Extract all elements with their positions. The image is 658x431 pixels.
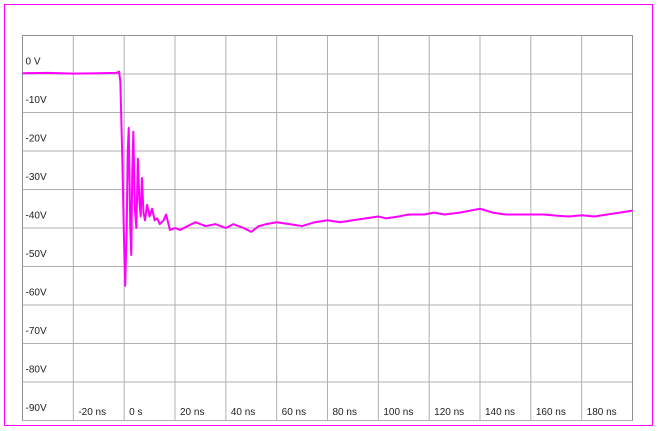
- x-tick-label: -20 ns: [78, 407, 106, 418]
- y-tick-label: -50V: [26, 249, 47, 260]
- x-tick-label: 140 ns: [485, 407, 515, 418]
- y-tick-label: 0 V: [26, 57, 41, 68]
- x-tick-label: 120 ns: [434, 407, 464, 418]
- y-tick-label: -90V: [26, 403, 47, 414]
- y-tick-label: -40V: [26, 211, 47, 222]
- x-tick-label: 0 s: [129, 407, 142, 418]
- x-tick-label: 60 ns: [282, 407, 306, 418]
- y-tick-label: -10V: [26, 95, 47, 106]
- x-tick-label: 100 ns: [383, 407, 413, 418]
- y-tick-label: -30V: [26, 172, 47, 183]
- y-tick-label: -70V: [26, 326, 47, 337]
- y-tick-label: -20V: [26, 134, 47, 145]
- x-tick-label: 160 ns: [536, 407, 566, 418]
- y-tick-label: -60V: [26, 288, 47, 299]
- y-tick-label: -80V: [26, 365, 47, 376]
- x-tick-label: 80 ns: [333, 407, 357, 418]
- x-tick-label: 180 ns: [587, 407, 617, 418]
- signal-line: [22, 70, 633, 287]
- x-tick-label: 20 ns: [180, 407, 204, 418]
- x-tick-label: 40 ns: [231, 407, 255, 418]
